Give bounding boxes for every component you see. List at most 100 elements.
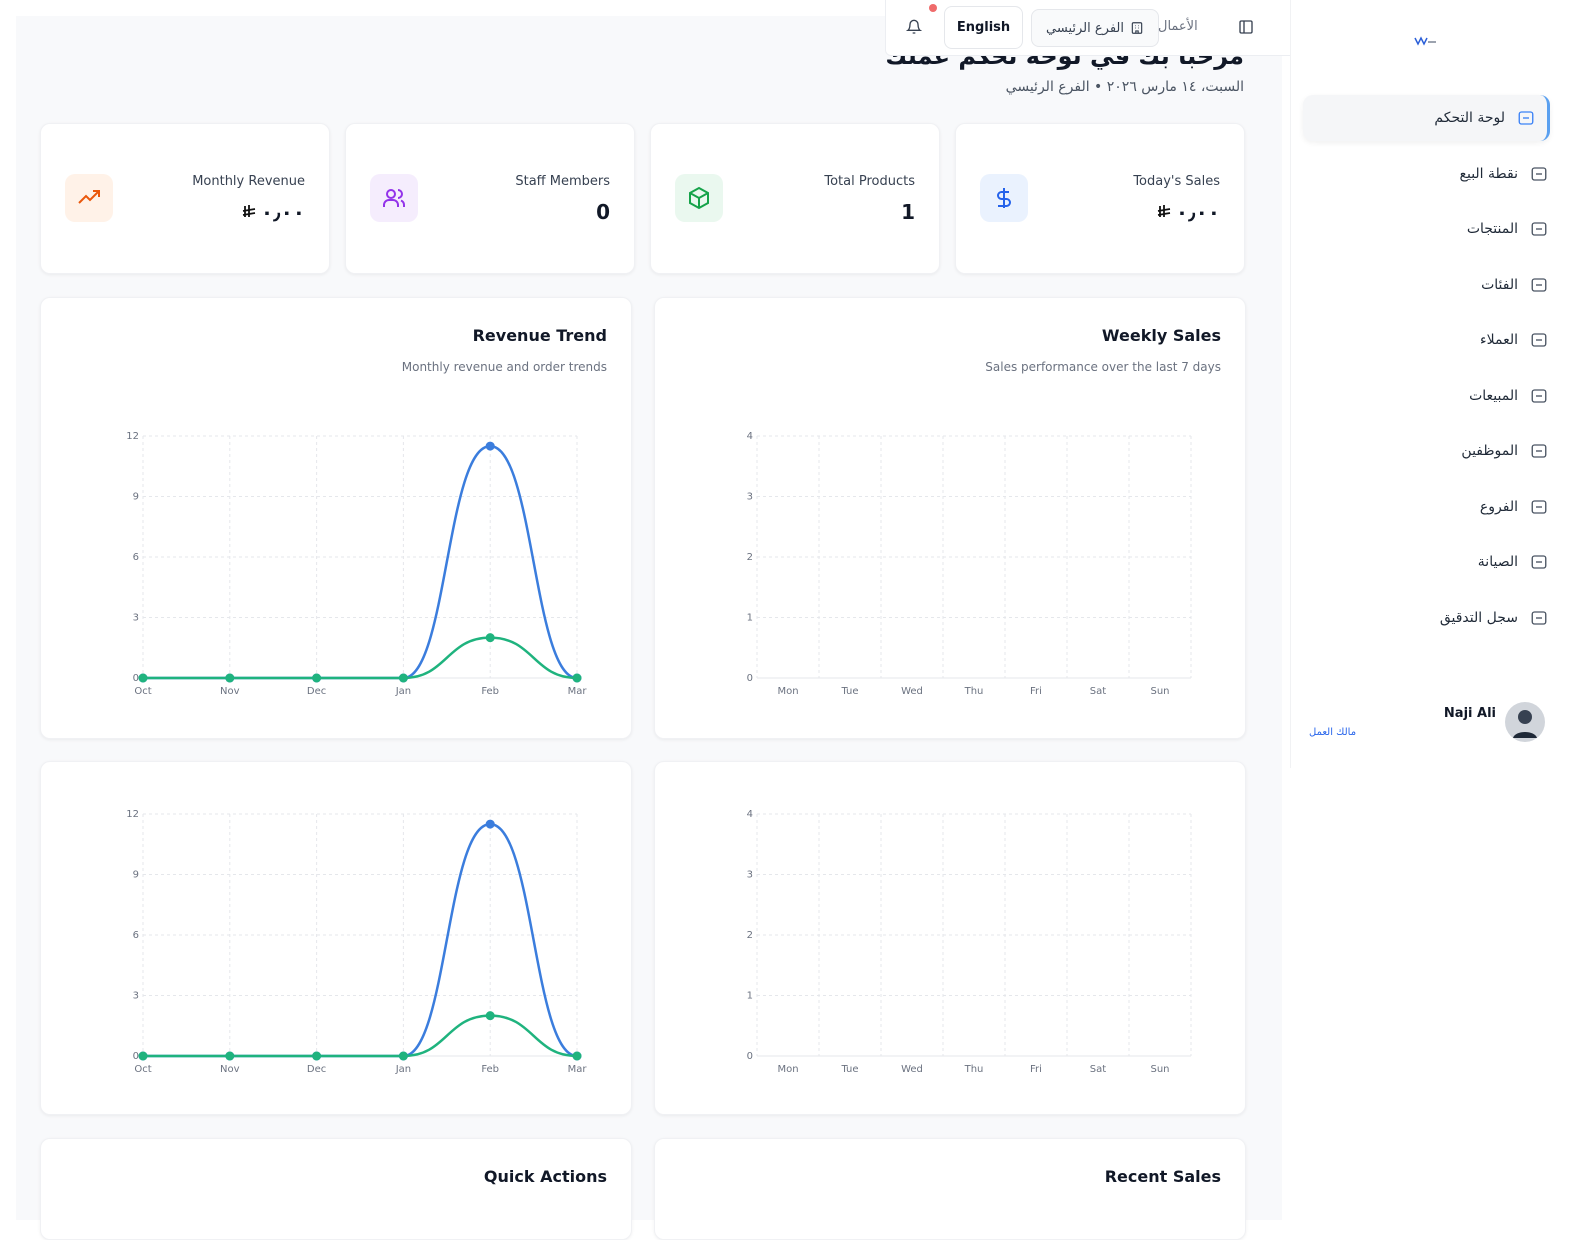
sidebar: لوحة التحكم نقطة البيع المنتجات الفئات العمل… bbox=[1290, 0, 1585, 768]
x-tick-label: Dec bbox=[307, 1064, 326, 1075]
data-point bbox=[225, 1051, 235, 1061]
currency-icon bbox=[1157, 205, 1171, 217]
data-point bbox=[485, 633, 495, 643]
y-tick-label: 3 bbox=[747, 870, 753, 881]
page-subtitle: السبت، ١٤ مارس ٢٠٢٦ • الفرع الرئيسي bbox=[1005, 79, 1244, 95]
nav-item[interactable]: سجل التدقيق bbox=[1308, 595, 1548, 641]
nav-icon bbox=[1518, 111, 1534, 125]
y-tick-label: 1 bbox=[747, 613, 753, 624]
nav-item[interactable]: الموظفين bbox=[1308, 428, 1548, 474]
stat-card: Today's Sales ٠٫٠٠ bbox=[955, 123, 1245, 274]
nav-label: سجل التدقيق bbox=[1439, 609, 1518, 626]
chart: 0 1 2 3 4 Mon Tue Wed Thu Fri Sat Sun bbox=[747, 431, 1192, 697]
stat-value: 1 bbox=[901, 200, 915, 224]
chart-card: 0 1 2 3 4 Mon Tue Wed Thu Fri Sat Sun bbox=[654, 761, 1246, 1115]
user-role: مالك العمل bbox=[1309, 727, 1357, 738]
branch-name: الفرع الرئيسي bbox=[1046, 20, 1124, 36]
stat-value: 0 bbox=[596, 200, 610, 224]
chart-card: Weekly Sales Sales performance over the … bbox=[654, 297, 1246, 739]
x-tick-label: Jan bbox=[395, 686, 411, 697]
stat-icon bbox=[980, 174, 1028, 222]
y-tick-label: 3 bbox=[133, 613, 139, 624]
y-tick-label: 0 bbox=[747, 1051, 753, 1062]
nav-icon bbox=[1531, 499, 1547, 514]
stat-value: ٠٫٠٠ bbox=[260, 200, 305, 224]
sidebar-toggle[interactable] bbox=[1238, 19, 1254, 35]
chart-title: Weekly Sales bbox=[1101, 326, 1221, 345]
nav-label: الفروع bbox=[1479, 498, 1518, 515]
y-tick-label: 9 bbox=[133, 492, 139, 503]
x-tick-label: Sat bbox=[1090, 1064, 1106, 1075]
x-tick-label: Tue bbox=[840, 1064, 858, 1075]
x-tick-label: Tue bbox=[840, 686, 858, 697]
y-tick-label: 3 bbox=[133, 991, 139, 1002]
stat-label: Staff Members bbox=[515, 174, 610, 189]
x-tick-label: Wed bbox=[901, 686, 923, 697]
y-tick-label: 12 bbox=[126, 431, 139, 442]
nav-icon bbox=[1531, 388, 1547, 403]
language-button[interactable]: English bbox=[944, 6, 1023, 49]
y-tick-label: 0 bbox=[133, 673, 139, 684]
stat-icon bbox=[370, 174, 418, 222]
nav-label: العملاء bbox=[1480, 332, 1518, 348]
nav-item[interactable]: الصيانة bbox=[1308, 539, 1548, 585]
nav-label: لوحة التحكم bbox=[1434, 110, 1505, 126]
nav-icon bbox=[1531, 610, 1547, 625]
top-bar: English الفرع الرئيسي الأعمال bbox=[885, 0, 1299, 56]
x-tick-label: Mon bbox=[777, 1064, 798, 1075]
currency-icon bbox=[242, 205, 256, 217]
quick-actions-card: Quick Actions bbox=[40, 1138, 632, 1240]
nav-icon bbox=[1531, 555, 1547, 569]
stat-label: Monthly Revenue bbox=[192, 174, 305, 189]
nav-item[interactable]: الفروع bbox=[1308, 484, 1548, 530]
series-line bbox=[142, 1014, 578, 1058]
stat-icon bbox=[65, 174, 113, 222]
x-tick-label: Mar bbox=[568, 1064, 588, 1075]
data-point bbox=[485, 819, 495, 829]
chart: 0 3 6 9 12 Oct Nov Dec Jan Feb Mar bbox=[126, 809, 588, 1075]
nav-icon bbox=[1531, 166, 1547, 181]
section-title: Quick Actions bbox=[483, 1167, 607, 1186]
y-tick-label: 4 bbox=[747, 431, 753, 442]
nav-item[interactable]: المبيعات bbox=[1308, 373, 1548, 419]
nav-item[interactable]: العملاء bbox=[1308, 317, 1548, 363]
y-tick-label: 6 bbox=[133, 552, 139, 563]
x-tick-label: Wed bbox=[901, 1064, 923, 1075]
notification-button[interactable] bbox=[906, 19, 922, 35]
data-point bbox=[572, 673, 582, 683]
nav-item[interactable]: لوحة التحكم bbox=[1303, 95, 1550, 141]
y-tick-label: 0 bbox=[747, 673, 753, 684]
nav-icon bbox=[1531, 444, 1547, 458]
data-point bbox=[138, 1051, 148, 1061]
nav-label: نقطة البيع bbox=[1459, 165, 1518, 182]
nav-item[interactable]: المنتجات bbox=[1308, 206, 1548, 252]
x-tick-label: Sun bbox=[1150, 1064, 1169, 1075]
x-tick-label: Mon bbox=[777, 686, 798, 697]
y-tick-label: 6 bbox=[133, 930, 139, 941]
series-line bbox=[142, 636, 578, 680]
data-point bbox=[225, 673, 235, 683]
chart-title: Revenue Trend bbox=[472, 326, 607, 345]
nav-label: المنتجات bbox=[1466, 221, 1518, 237]
data-point bbox=[572, 1051, 582, 1061]
user-avatar[interactable] bbox=[1505, 702, 1545, 742]
nav-item[interactable]: نقطة البيع bbox=[1308, 151, 1548, 197]
y-tick-label: 2 bbox=[747, 930, 753, 941]
chart: 0 1 2 3 4 Mon Tue Wed Thu Fri Sat Sun bbox=[747, 809, 1192, 1075]
data-point bbox=[312, 673, 322, 683]
nav-item[interactable]: الفئات bbox=[1308, 262, 1548, 308]
data-point bbox=[398, 673, 408, 683]
data-point bbox=[485, 441, 495, 451]
recent-sales-card: Recent Sales bbox=[654, 1138, 1246, 1240]
chart: 0 3 6 9 12 Oct Nov Dec Jan Feb Mar bbox=[126, 431, 587, 697]
branch-selector[interactable]: الفرع الرئيسي bbox=[1031, 9, 1159, 47]
stat-card: Total Products 1 bbox=[650, 123, 940, 274]
nav-label: المبيعات bbox=[1469, 387, 1518, 404]
x-tick-label: Feb bbox=[481, 686, 499, 697]
chart-subtitle: Sales performance over the last 7 days bbox=[985, 360, 1221, 374]
chart-card: 0 3 6 9 12 Oct Nov Dec Jan Feb Mar bbox=[40, 761, 632, 1115]
x-tick-label: Feb bbox=[481, 1064, 499, 1075]
x-tick-label: Oct bbox=[134, 686, 151, 697]
